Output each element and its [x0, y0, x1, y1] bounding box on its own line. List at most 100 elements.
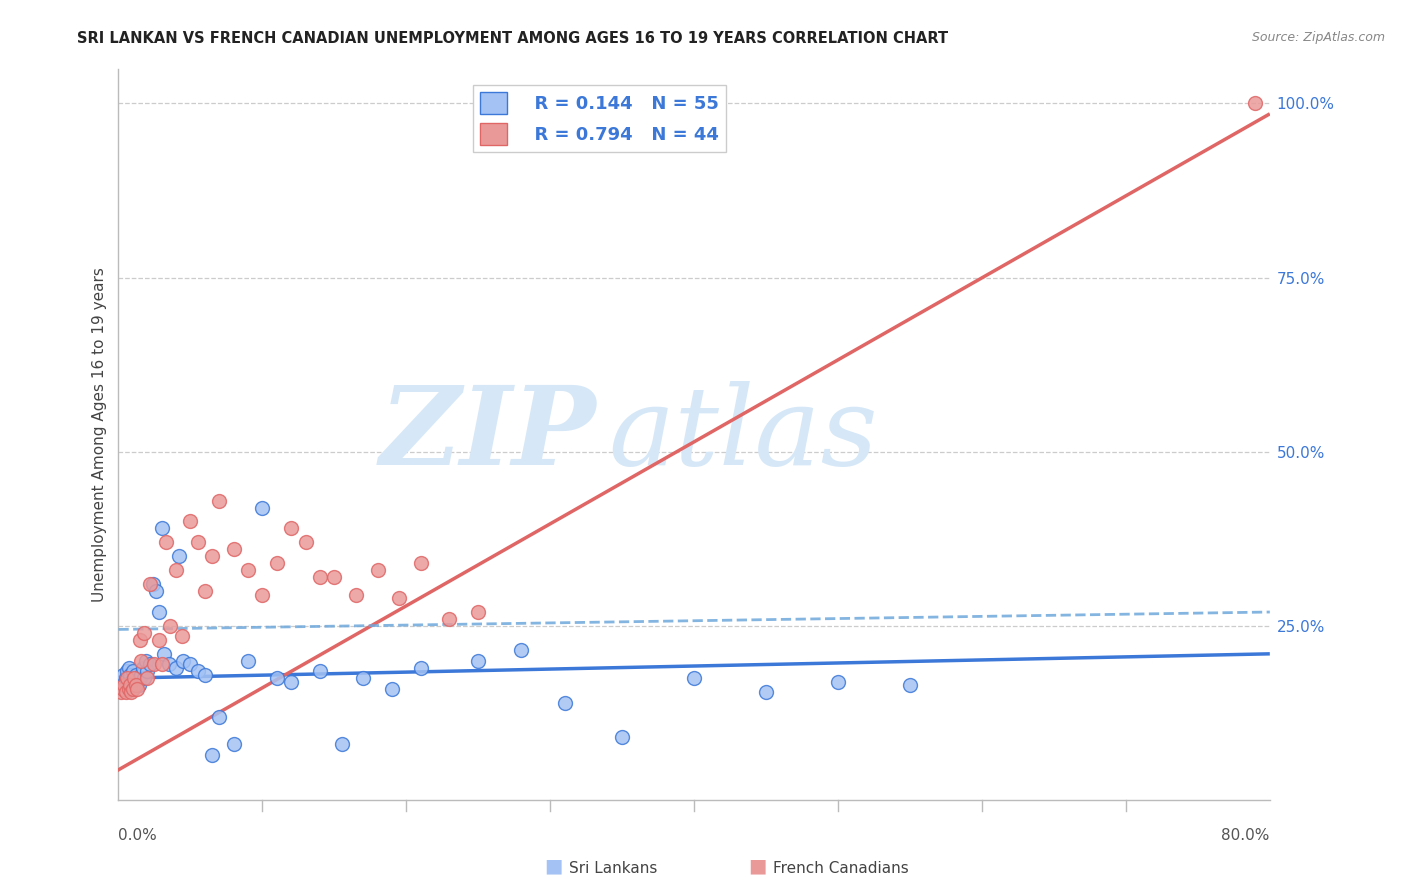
Point — [409, 661, 432, 675]
Point — [148, 632, 170, 647]
Point — [153, 647, 176, 661]
Text: Sri Lankans: Sri Lankans — [569, 861, 658, 876]
Point — [388, 591, 411, 605]
Point — [165, 661, 187, 675]
Point — [467, 654, 489, 668]
Point — [165, 563, 187, 577]
Point — [280, 674, 302, 689]
Point — [352, 671, 374, 685]
Point — [136, 671, 159, 685]
Point — [170, 629, 193, 643]
Point — [222, 738, 245, 752]
Point — [121, 665, 143, 679]
Point — [612, 731, 634, 745]
Point — [131, 654, 153, 668]
Point — [131, 667, 153, 681]
Point — [236, 563, 259, 577]
Point — [409, 556, 432, 570]
Point — [179, 515, 201, 529]
Point — [125, 678, 148, 692]
Point — [118, 671, 141, 685]
Point — [135, 654, 157, 668]
Point — [155, 535, 177, 549]
Point — [134, 671, 156, 685]
Point — [150, 521, 173, 535]
Point — [467, 605, 489, 619]
Point — [125, 667, 148, 681]
Point — [139, 577, 162, 591]
Text: atlas: atlas — [607, 381, 877, 488]
Point — [187, 665, 209, 679]
Point — [127, 674, 149, 689]
Point — [344, 588, 367, 602]
Point — [554, 696, 576, 710]
Point — [201, 549, 224, 564]
Point — [129, 671, 152, 685]
Point — [142, 577, 165, 591]
Point — [167, 549, 190, 564]
Point — [252, 588, 274, 602]
Point — [208, 493, 231, 508]
Text: 0.0%: 0.0% — [118, 828, 157, 843]
Point — [111, 667, 134, 681]
Point — [194, 584, 217, 599]
Point — [112, 681, 135, 696]
Point — [136, 665, 159, 679]
Point — [309, 570, 332, 584]
Point — [330, 738, 353, 752]
Point — [179, 657, 201, 672]
Point — [117, 661, 139, 675]
Point — [172, 654, 194, 668]
Point — [252, 500, 274, 515]
Point — [222, 542, 245, 557]
Point — [194, 667, 217, 681]
Point — [115, 665, 138, 679]
Point — [132, 661, 155, 675]
Point — [129, 632, 152, 647]
Point — [366, 563, 388, 577]
Text: 80.0%: 80.0% — [1222, 828, 1270, 843]
Point — [208, 709, 231, 723]
Point — [148, 605, 170, 619]
Text: Source: ZipAtlas.com: Source: ZipAtlas.com — [1251, 31, 1385, 45]
Point — [111, 681, 134, 696]
Point — [122, 671, 145, 685]
Point — [134, 626, 156, 640]
Point — [381, 681, 404, 696]
Point — [755, 685, 778, 699]
Point — [122, 671, 145, 685]
Point — [150, 657, 173, 672]
Point — [112, 678, 135, 692]
Point — [117, 678, 139, 692]
Point — [139, 657, 162, 672]
Point — [121, 681, 143, 696]
Point — [157, 657, 180, 672]
Point — [1244, 96, 1267, 111]
Point — [115, 671, 138, 685]
Point — [118, 667, 141, 681]
Point — [118, 678, 141, 692]
Point — [294, 535, 316, 549]
Point — [323, 570, 346, 584]
Text: SRI LANKAN VS FRENCH CANADIAN UNEMPLOYMENT AMONG AGES 16 TO 19 YEARS CORRELATION: SRI LANKAN VS FRENCH CANADIAN UNEMPLOYME… — [77, 31, 949, 46]
Point — [266, 671, 288, 685]
Point — [280, 521, 302, 535]
Point — [266, 556, 288, 570]
Point — [510, 643, 533, 657]
Point — [110, 674, 132, 689]
Point — [683, 671, 706, 685]
Point — [439, 612, 461, 626]
Point — [121, 678, 143, 692]
Point — [145, 584, 167, 599]
Point — [120, 674, 142, 689]
Text: ■: ■ — [544, 857, 562, 876]
Point — [114, 671, 136, 685]
Text: ■: ■ — [748, 857, 766, 876]
Point — [201, 747, 224, 762]
Point — [187, 535, 209, 549]
Point — [898, 678, 921, 692]
Point — [309, 665, 332, 679]
Point — [159, 619, 181, 633]
Point — [128, 678, 150, 692]
Y-axis label: Unemployment Among Ages 16 to 19 years: Unemployment Among Ages 16 to 19 years — [93, 267, 107, 602]
